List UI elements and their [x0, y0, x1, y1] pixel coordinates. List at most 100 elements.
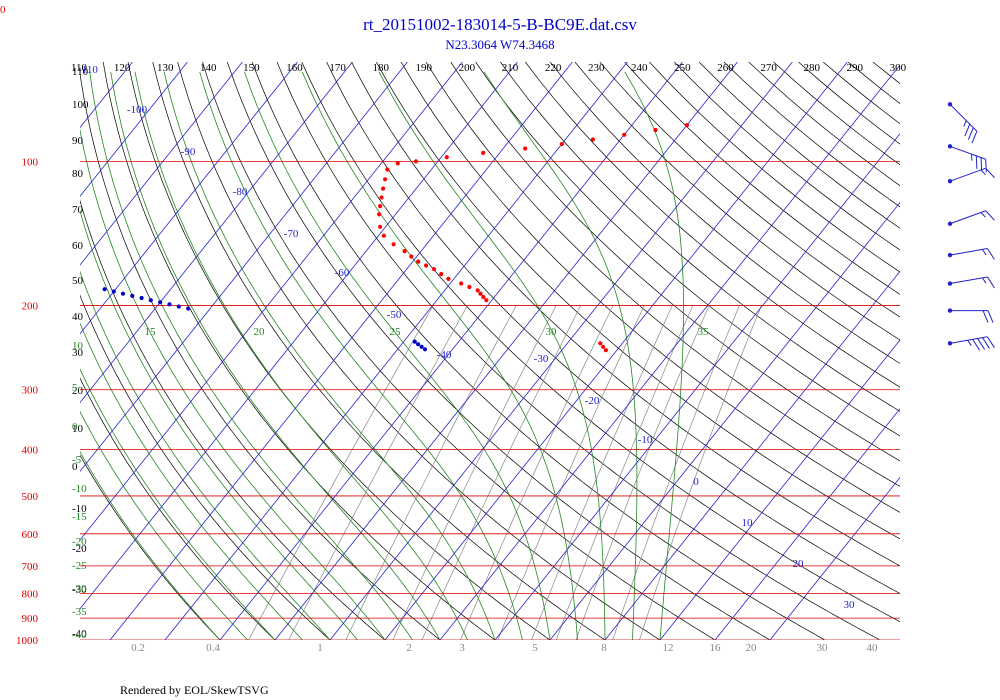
moist-adiabat-left-label: -10 — [72, 483, 87, 495]
temperature-point — [601, 344, 606, 349]
wind-barb-feather — [975, 155, 978, 169]
temperature-point — [413, 159, 418, 164]
temperature-point — [379, 195, 384, 200]
dry-adiabat-line — [177, 62, 660, 640]
isotherm-line — [164, 62, 628, 640]
temperature-label: 20 — [793, 558, 805, 570]
dry-adiabat-line — [798, 62, 900, 145]
dewpoint-point — [139, 295, 144, 301]
dry-adiabat-line — [80, 454, 220, 640]
isotherms — [0, 62, 900, 640]
moist-adiabat-top-label: 15 — [145, 326, 157, 338]
theta-left-label: 40 — [72, 311, 84, 323]
temperature-label: 30 — [844, 599, 856, 611]
theta-left-label: 80 — [72, 168, 84, 180]
temperature-point — [402, 249, 407, 254]
wind-barb — [947, 336, 995, 351]
isotherm-line — [80, 62, 408, 472]
theta-top-label: 170 — [329, 62, 346, 74]
wind-barbs — [947, 102, 995, 351]
wind-barb-feather — [980, 157, 983, 171]
dry-adiabat-line — [599, 62, 900, 318]
mixing-ratio-label: 5 — [532, 642, 538, 654]
moist-adiabat-line — [244, 71, 551, 640]
wind-barb — [947, 276, 995, 289]
pressure-label: 100 — [22, 156, 39, 168]
theta-top-label: 160 — [286, 62, 303, 74]
wind-barb-feather — [987, 336, 995, 348]
theta-left-label: 20 — [72, 385, 84, 397]
isotherm-line — [769, 476, 900, 640]
theta-left-label: 100 — [72, 99, 89, 111]
dry-adiabat-line — [80, 377, 275, 640]
wind-barb-shaft — [949, 210, 986, 225]
wind-barb-half-feather — [980, 212, 986, 218]
dry-adiabat-line — [202, 62, 715, 640]
isotherm-line — [604, 270, 900, 640]
mixing-ratio-line — [248, 305, 434, 640]
moist-adiabat-top-label: 35 — [698, 326, 710, 338]
wind-barb-shaft — [949, 336, 988, 344]
dewpoint-point — [102, 287, 107, 292]
moist-adiabat-left-label: 5 — [72, 382, 78, 394]
moist-adiabat-line — [80, 450, 221, 640]
theta-top-label: 230 — [588, 62, 605, 74]
isotherm-line — [384, 62, 848, 640]
moist-adiabat-top-label: 20 — [254, 326, 266, 338]
theta-top-label: 140 — [200, 62, 217, 74]
theta-top-label: 120 — [114, 62, 131, 74]
mixing-ratio-label: 0.2 — [131, 642, 145, 654]
temperature-point — [381, 186, 386, 191]
wind-barb-half-feather — [980, 169, 986, 176]
mixing-ratio-label: 30 — [817, 642, 829, 654]
theta-top-label: 110 — [71, 62, 88, 74]
wind-barb-feather — [985, 159, 987, 173]
dry-adiabat-line — [574, 62, 900, 341]
theta-left-label: 10 — [72, 423, 84, 435]
wind-barb-feather — [972, 339, 981, 351]
pressure-label: 400 — [22, 445, 39, 457]
moist-adiabat-left-label: -25 — [72, 560, 87, 572]
wind-barb-half-feather — [982, 277, 987, 284]
chart-subtitle: N23.3064 W74.3468 — [445, 37, 554, 52]
isotherm-line — [80, 62, 463, 541]
temperature-label: -110 — [78, 64, 98, 76]
wind-barb-feather — [964, 123, 971, 137]
theta-left-label: 110 — [72, 66, 89, 78]
moist-adiabat-top-label: 30 — [546, 326, 558, 338]
temperature-point — [653, 127, 658, 133]
moist-adiabat-line — [483, 71, 638, 640]
moist-adiabat-line — [301, 71, 578, 640]
temperature-point — [444, 155, 449, 160]
temperature-point — [559, 141, 564, 147]
render-credit: Rendered by EOL/SkewTSVG — [120, 683, 269, 697]
temperature-point — [378, 204, 383, 209]
theta-top-label: 240 — [631, 62, 648, 74]
temperature-label: 10 — [742, 517, 754, 529]
moist-adiabat-left-label: -35 — [72, 606, 87, 618]
mixing-ratio-line — [575, 305, 710, 640]
wind-barb — [947, 210, 995, 226]
wind-barb-feather — [987, 248, 995, 260]
isotherm-line — [659, 339, 900, 640]
temperature-label: -30 — [534, 353, 549, 365]
isotherm-line — [549, 201, 900, 640]
wind-barb — [947, 248, 995, 260]
moist-adiabat-left-label: 0 — [72, 421, 78, 433]
isotherm-line — [0, 62, 22, 640]
temperature-point — [603, 348, 609, 353]
dry-adiabat-line — [773, 62, 900, 166]
temperature-label: -100 — [127, 104, 148, 116]
dewpoint-point — [412, 339, 417, 344]
theta-left-label: -30 — [72, 584, 87, 596]
temperature-point — [467, 284, 472, 290]
temperature-point — [475, 288, 480, 293]
moist-adiabat-left-label: -30 — [72, 583, 87, 595]
pressure-label: 1000 — [16, 635, 39, 647]
moist-adiabat-line — [110, 71, 441, 640]
dry-adiabat-line — [80, 294, 330, 640]
mixing-ratio-label: 1 — [317, 642, 323, 654]
mixing-ratio-label: 16 — [710, 642, 722, 654]
mixing-ratio-label: 40 — [867, 642, 879, 654]
